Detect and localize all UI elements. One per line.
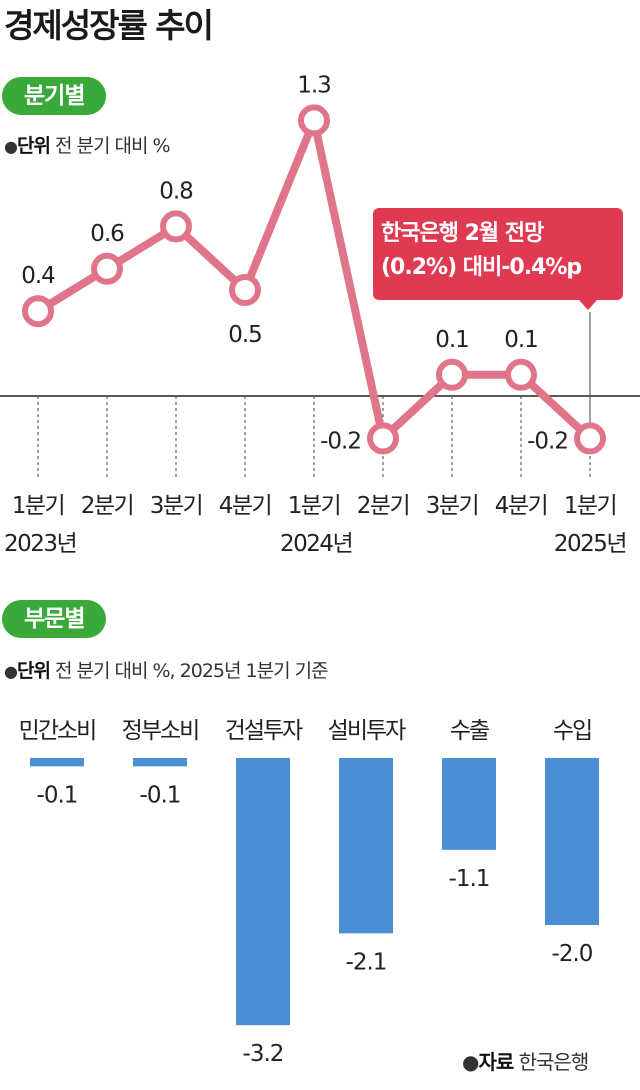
category-label: 건설투자	[225, 718, 303, 744]
callout-line-2: (0.2%) 대비-0.4%p	[381, 255, 582, 280]
data-point	[160, 210, 192, 243]
unit-label: 단위	[16, 135, 51, 157]
category-label: 수입	[553, 718, 591, 744]
sector-section-pill: 부문별	[2, 600, 107, 638]
bar-value-label: -0.1	[37, 782, 78, 808]
data-point	[367, 422, 399, 455]
bar-value-label: -0.1	[140, 782, 181, 808]
data-label: 0.8	[159, 178, 193, 204]
year-label: 2024년	[280, 531, 352, 557]
bar	[30, 758, 84, 767]
forecast-callout: 한국은행 2월 전망 (0.2%) 대비-0.4%p	[373, 208, 623, 310]
bar-value-label: -2.1	[346, 949, 387, 975]
quarterly-section-pill: 분기별	[2, 77, 107, 115]
bar	[545, 758, 599, 925]
bullet-icon: ●	[462, 1050, 479, 1074]
unit-text: 전 분기 대비 %, 2025년 1분기 기준	[54, 660, 329, 682]
data-point	[229, 274, 261, 306]
quarterly-line-chart: 0.4 0.6 0.8 0.5 1.3 -0.2 0.1 0.1 -0.2 1분기 2분기 3분기 4분…	[0, 72, 640, 557]
bar	[442, 758, 496, 850]
x-tick-label: 1분기	[288, 493, 340, 519]
x-tick-label: 3분기	[426, 493, 478, 519]
source-text: 한국은행	[518, 1050, 590, 1074]
data-label: -0.2	[320, 428, 361, 454]
callout-line-1: 한국은행 2월 전망	[381, 221, 544, 246]
x-tick-label: 3분기	[150, 493, 202, 519]
data-label: 0.1	[435, 327, 469, 353]
data-label: 0.4	[21, 263, 55, 289]
bar-value-label: -1.1	[449, 866, 490, 892]
source-note: ●자료 한국은행	[462, 1046, 590, 1075]
x-tick-label: 2분기	[357, 493, 409, 519]
x-tick-label: 1분기	[12, 493, 64, 519]
x-tick-label: 1분기	[564, 493, 616, 519]
data-label: 1.3	[297, 72, 331, 98]
x-tick-label: 4분기	[495, 493, 547, 519]
bullet-icon: ●	[4, 662, 18, 681]
unit-text: 전 분기 대비 %	[54, 135, 171, 157]
source-label: 자료	[478, 1050, 514, 1074]
bullet-icon: ●	[4, 137, 18, 156]
bar-value-label: -2.0	[552, 941, 593, 967]
bar	[339, 758, 393, 934]
chart-title: 경제성장률 추이	[4, 6, 214, 45]
data-point	[505, 358, 537, 391]
category-label: 수출	[450, 718, 489, 744]
data-label: 0.5	[228, 322, 262, 348]
x-tick-label: 2분기	[81, 493, 133, 519]
bar	[236, 758, 290, 1026]
category-label: 정부소비	[122, 718, 199, 744]
sector-unit: ●단위 전 분기 대비 %, 2025년 1분기 기준	[4, 656, 329, 683]
category-label: 설비투자	[328, 718, 406, 744]
sector-bar-chart: 민간소비 정부소비 건설투자 설비투자 수출 수입 -0.1 -0.1 -3.2 -2.1 -1.1…	[19, 718, 599, 1067]
year-label: 2025년	[554, 531, 626, 557]
data-label: 0.6	[90, 221, 124, 247]
x-tick-label: 4분기	[219, 493, 271, 519]
data-point	[436, 358, 468, 391]
bar-value-label: -3.2	[243, 1041, 284, 1067]
data-label: 0.1	[504, 327, 538, 353]
quarterly-unit: ●단위 전 분기 대비 %	[4, 131, 171, 158]
bar	[133, 758, 187, 767]
unit-label: 단위	[16, 660, 51, 682]
year-label: 2023년	[4, 531, 76, 557]
category-label: 민간소비	[19, 718, 96, 744]
data-point	[91, 252, 123, 285]
data-point	[574, 422, 606, 455]
data-point	[22, 295, 54, 328]
data-label: -0.2	[527, 428, 568, 454]
data-point	[298, 104, 330, 137]
